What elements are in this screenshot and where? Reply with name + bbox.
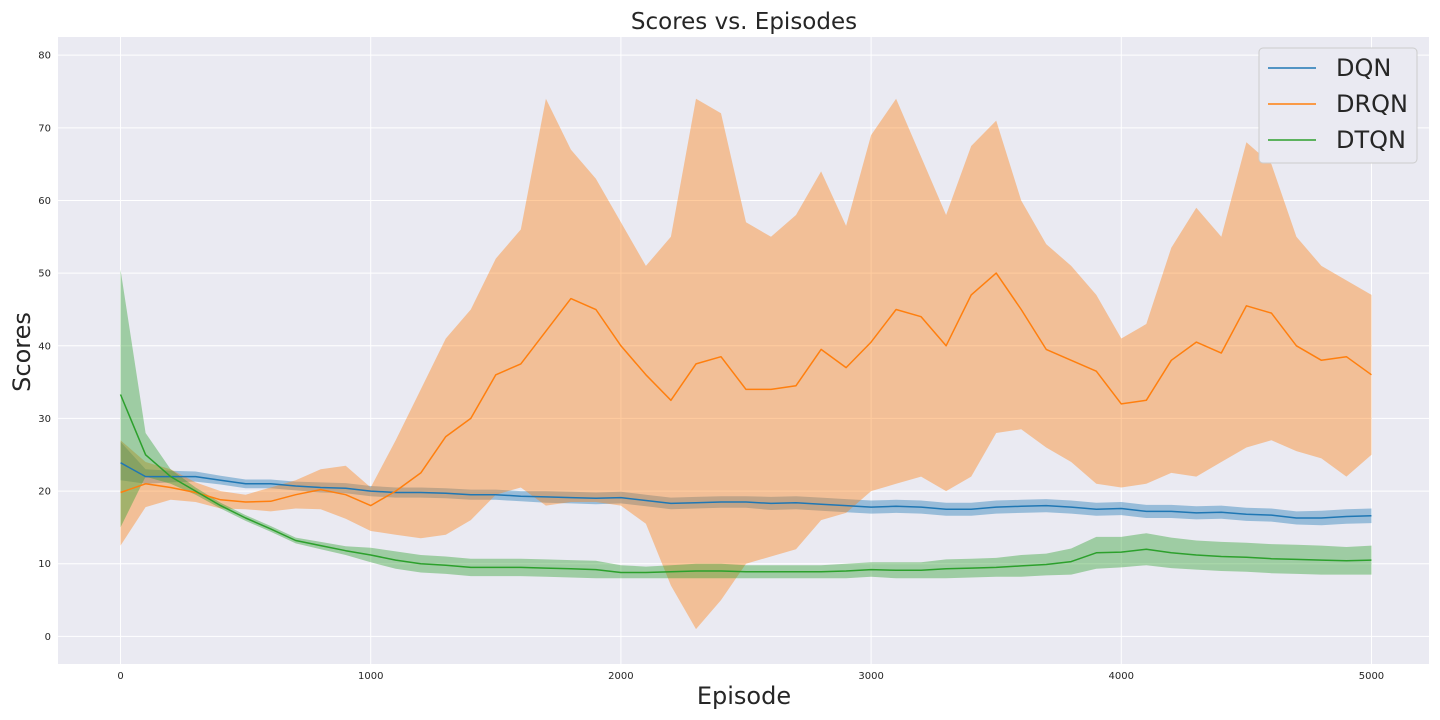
y-tick-label: 40 — [38, 341, 51, 352]
plot-area — [58, 37, 1429, 664]
x-tick-label: 3000 — [858, 671, 883, 682]
drqn-confidence-band — [120, 98, 1372, 630]
confidence-bands — [120, 98, 1372, 630]
y-axis-label: Scores — [8, 312, 36, 392]
dqn-line — [120, 462, 1372, 519]
legend-dtqn-label: DTQN — [1336, 126, 1406, 154]
legend: DQN DRQN DTQN — [1258, 47, 1418, 164]
x-tick-label: 5000 — [1359, 671, 1384, 682]
legend-box — [1258, 47, 1418, 164]
y-tick-label: 20 — [38, 487, 51, 498]
y-tick-label: 50 — [38, 269, 51, 280]
y-tick-label: 80 — [38, 51, 51, 62]
y-tick-label: 10 — [38, 559, 51, 570]
y-tick-label: 60 — [38, 196, 51, 207]
x-axis-label: Episode — [697, 682, 791, 710]
y-axis-ticks: 0 10 20 30 40 50 60 70 80 — [38, 51, 51, 643]
drqn-line — [120, 272, 1372, 507]
legend-dqn-label: DQN — [1336, 54, 1391, 82]
x-axis-ticks: 0 1000 2000 3000 4000 5000 — [117, 671, 1384, 682]
chart-title: Scores vs. Episodes — [631, 9, 857, 35]
dtqn-line — [119, 394, 1372, 574]
y-tick-label: 0 — [45, 632, 51, 643]
x-tick-label: 4000 — [1109, 671, 1134, 682]
y-tick-label: 30 — [38, 414, 51, 425]
x-tick-label: 0 — [117, 671, 123, 682]
dtqn-confidence-band — [120, 269, 1372, 579]
legend-drqn-label: DRQN — [1336, 90, 1408, 118]
x-tick-label: 1000 — [358, 671, 383, 682]
dqn-confidence-band — [120, 441, 1372, 526]
y-tick-label: 70 — [38, 123, 51, 134]
x-tick-label: 2000 — [608, 671, 633, 682]
series-lines — [119, 272, 1372, 574]
